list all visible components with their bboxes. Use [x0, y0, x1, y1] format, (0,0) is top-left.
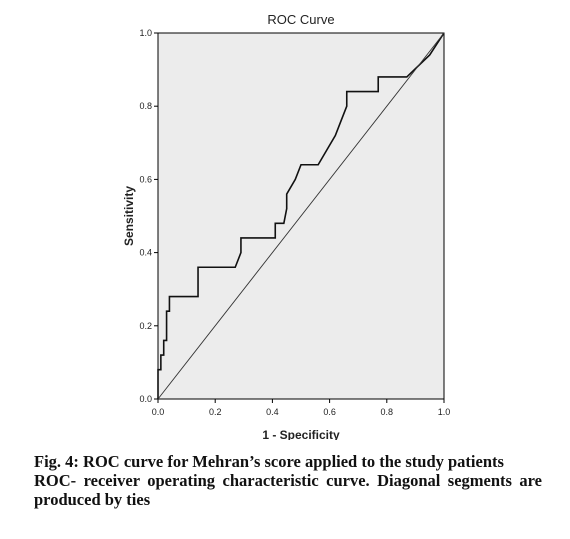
- y-axis-label: Sensitivity: [122, 186, 136, 246]
- caption-title: Fig. 4: ROC curve for Mehran’s score app…: [34, 452, 504, 471]
- y-tick-label: 0.2: [139, 321, 152, 331]
- y-tick-label: 0.4: [139, 248, 152, 258]
- y-tick-label: 0.8: [139, 101, 152, 111]
- chart-title: ROC Curve: [267, 12, 334, 27]
- caption-note: ROC- receiver operating characteristic c…: [34, 471, 542, 509]
- x-tick-label: 1.0: [438, 407, 451, 417]
- figure-caption: Fig. 4: ROC curve for Mehran’s score app…: [34, 452, 542, 509]
- y-tick-label: 0.0: [139, 394, 152, 404]
- roc-curve-line: [157, 32, 445, 399]
- y-tick-label: 0.6: [139, 174, 152, 184]
- x-tick-label: 0.4: [266, 407, 279, 417]
- x-tick-label: 0.6: [323, 407, 336, 417]
- roc-chart: 0.0 0.2 0.4 0.6 0.8 1.0 0.0 0.2 0.4 0.6 0.8 1.0 ROC…: [122, 12, 451, 440]
- reference-diagonal-line: [157, 32, 445, 400]
- y-tick-label: 1.0: [139, 28, 152, 38]
- x-tick-label: 0.8: [381, 407, 394, 417]
- x-tick-label: 0.2: [209, 407, 222, 417]
- x-tick-label: 0.0: [152, 407, 165, 417]
- x-axis-label: 1 - Specificity: [262, 428, 340, 440]
